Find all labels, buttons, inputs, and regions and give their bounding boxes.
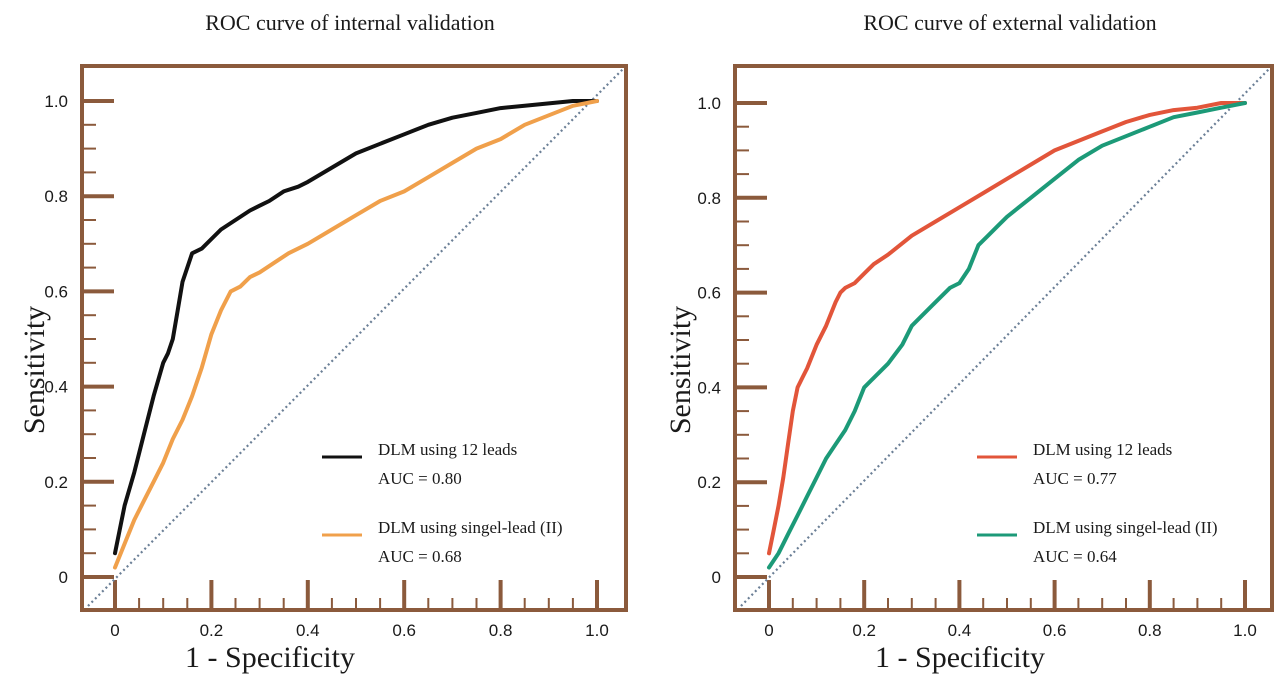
x-tick-label: 1.0 — [1233, 621, 1257, 640]
legend-auc: AUC = 0.64 — [1033, 547, 1117, 566]
y-tick-label: 0.6 — [44, 282, 68, 301]
x-tick-label: 0.8 — [489, 621, 513, 640]
legend-label: DLM using 12 leads — [378, 440, 517, 459]
series-line — [113, 99, 599, 556]
y-tick-label: 1.0 — [697, 94, 721, 113]
y-tick-label: 0 — [712, 568, 721, 587]
y-axis-label: Sensitivity — [664, 306, 697, 434]
legend-auc: AUC = 0.77 — [1033, 469, 1117, 488]
external-validation-panel: ROC curve of external validation Sensiti… — [664, 10, 1274, 674]
chart-title: ROC curve of internal validation — [205, 10, 495, 35]
series-line — [113, 99, 599, 570]
x-tick-label: 0.4 — [296, 621, 320, 640]
legend: DLM using 12 leads AUC = 0.77 DLM using si… — [977, 440, 1218, 566]
y-tick-label: 0.2 — [44, 473, 68, 492]
reference-diagonal — [87, 68, 624, 607]
legend-label: DLM using singel-lead (II) — [1033, 518, 1218, 537]
x-tick-label: 0.4 — [948, 621, 972, 640]
x-tick-label: 0.2 — [852, 621, 876, 640]
y-tick-label: 0 — [59, 568, 68, 587]
y-tick-label: 0.8 — [697, 189, 721, 208]
y-axis-label: Sensitivity — [18, 306, 51, 434]
plot-frame — [733, 64, 1274, 612]
chart-title: ROC curve of external validation — [863, 10, 1156, 35]
x-axis-label: 1 - Specificity — [185, 641, 355, 674]
legend-label: DLM using 12 leads — [1033, 440, 1172, 459]
x-axis-label: 1 - Specificity — [875, 641, 1045, 674]
series-line — [767, 101, 1247, 556]
reference-diagonal — [740, 68, 1270, 607]
x-tick-label: 0.6 — [1043, 621, 1067, 640]
x-tick-label: 0 — [110, 621, 119, 640]
y-tick-label: 0.2 — [697, 473, 721, 492]
y-tick-label: 0.8 — [44, 187, 68, 206]
plot-area: 0 0.2 0.4 0.6 0.8 1.0 0 0.2 0.4 0.6 0.8 1.0 — [44, 64, 628, 640]
x-tick-label: 1.0 — [585, 621, 609, 640]
series-line — [767, 101, 1247, 570]
y-tick-label: 1.0 — [44, 92, 68, 111]
legend-auc: AUC = 0.80 — [378, 469, 462, 488]
internal-validation-panel: ROC curve of internal validation Sensiti… — [18, 10, 628, 674]
y-tick-label: 0.6 — [697, 284, 721, 303]
x-tick-label: 0.8 — [1138, 621, 1162, 640]
plot-area: 0 0.2 0.4 0.6 0.8 1.0 0 0.2 0.4 0.6 0.8 1.0 — [697, 64, 1274, 640]
y-tick-label: 0.4 — [44, 378, 68, 397]
legend: DLM using 12 leads AUC = 0.80 DLM using si… — [322, 440, 563, 566]
legend-auc: AUC = 0.68 — [378, 547, 462, 566]
y-tick-label: 0.4 — [697, 378, 721, 397]
x-tick-label: 0 — [764, 621, 773, 640]
x-tick-label: 0.6 — [392, 621, 416, 640]
x-tick-label: 0.2 — [200, 621, 224, 640]
legend-label: DLM using singel-lead (II) — [378, 518, 563, 537]
